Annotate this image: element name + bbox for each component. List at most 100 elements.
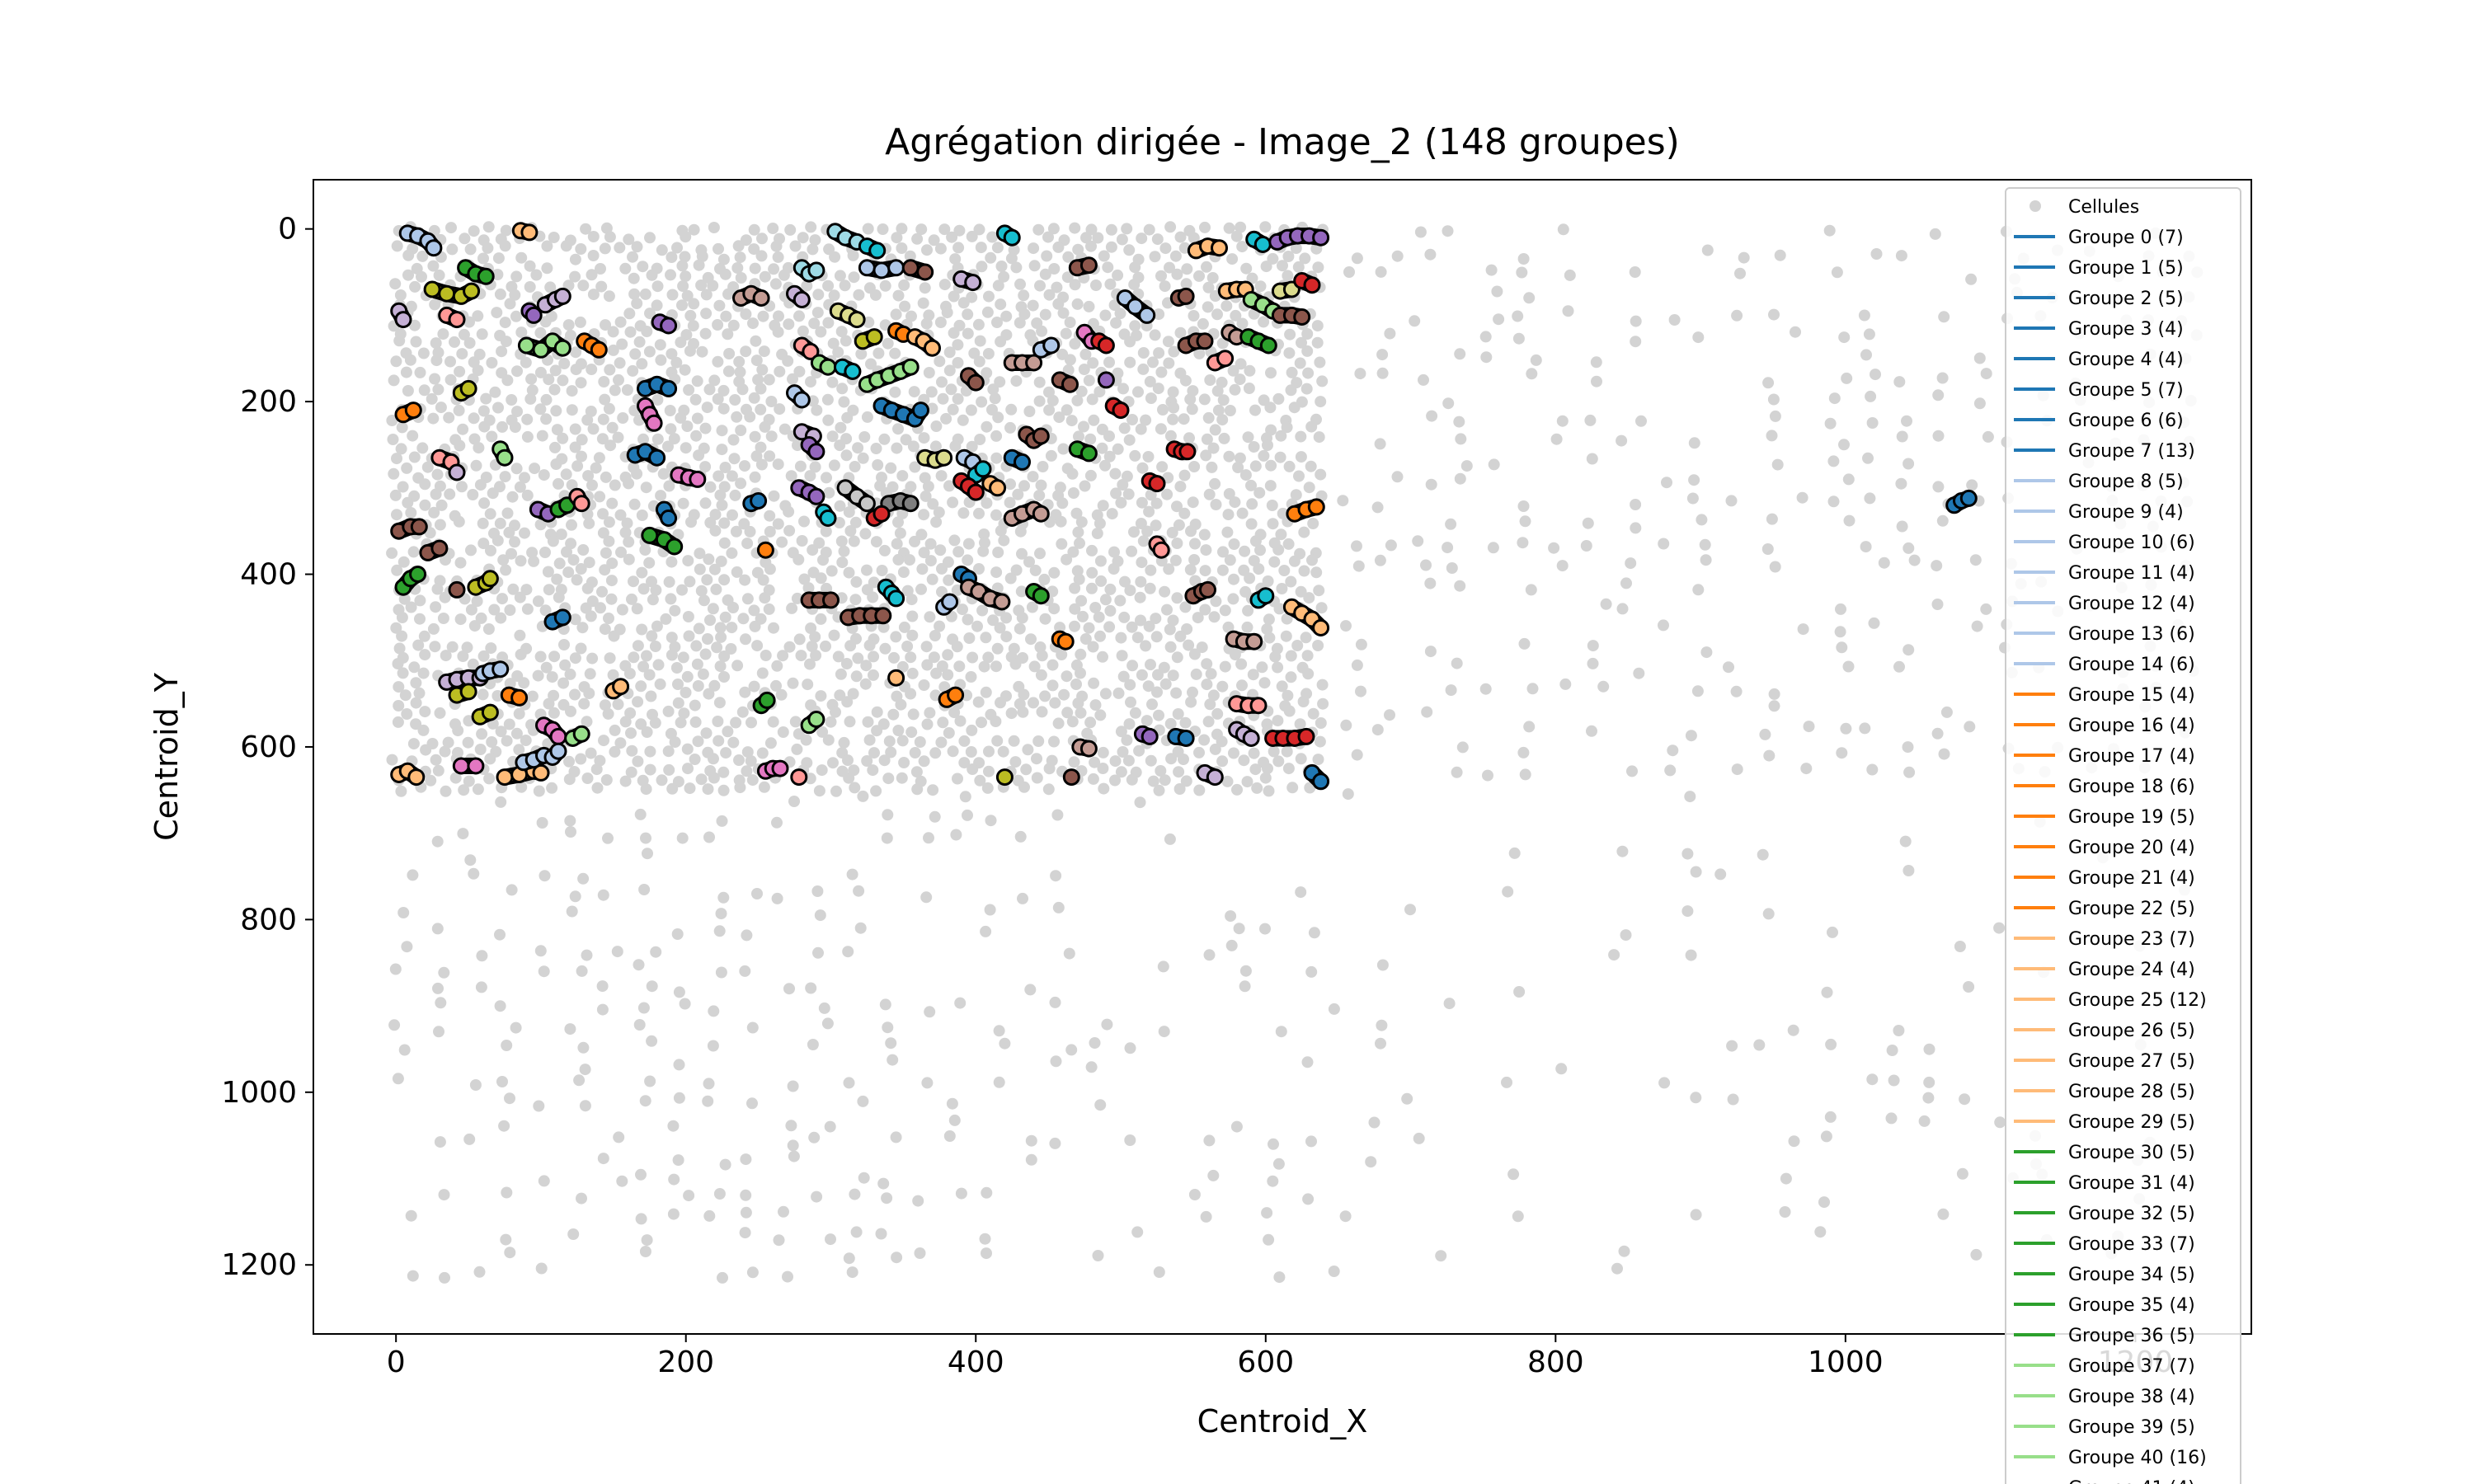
cell-point — [976, 604, 989, 617]
cell-point — [1032, 223, 1045, 236]
cell-point — [501, 735, 513, 747]
cell-point — [1272, 392, 1285, 405]
cell-point — [1050, 870, 1062, 882]
cell-point — [1973, 352, 1986, 364]
cell-point — [793, 310, 805, 322]
cell-point — [417, 347, 430, 359]
cell-point — [763, 603, 775, 615]
cell-point — [689, 754, 701, 765]
cell-point — [815, 572, 827, 585]
cell-point — [1183, 639, 1195, 651]
cell-point — [1620, 929, 1632, 942]
cell-point — [976, 261, 988, 273]
cell-point — [1047, 223, 1060, 235]
cell-point — [483, 773, 496, 785]
cell-point — [599, 393, 611, 406]
cell-point — [1502, 885, 1514, 898]
cell-point — [1233, 923, 1245, 935]
cell-point — [1303, 481, 1315, 494]
cell-point — [540, 413, 553, 425]
cell-point — [1608, 949, 1620, 961]
cell-point — [1133, 744, 1145, 757]
cell-point — [974, 774, 986, 787]
cell-point — [809, 234, 821, 247]
cell-point — [1664, 764, 1677, 777]
cell-point — [684, 782, 696, 795]
cell-point — [1493, 313, 1505, 326]
cell-point — [1903, 458, 1915, 470]
cell-point — [562, 566, 575, 579]
cell-point — [1831, 266, 1843, 279]
cell-point — [746, 1021, 759, 1034]
cell-point — [464, 854, 477, 866]
cell-point — [1128, 526, 1140, 538]
cell-point — [701, 402, 713, 414]
cell-point — [947, 496, 959, 509]
cell-point — [1865, 390, 1877, 402]
cell-point — [524, 281, 536, 293]
cell-point — [821, 1017, 834, 1030]
cell-point — [736, 706, 749, 718]
cell-point — [1280, 630, 1292, 642]
cell-point — [1351, 540, 1362, 552]
cell-point — [1278, 565, 1291, 576]
cell-point — [957, 603, 968, 616]
cell-point — [1211, 308, 1223, 321]
cell-point — [525, 373, 538, 385]
cell-point — [682, 763, 694, 775]
cell-point — [396, 421, 408, 434]
cell-point — [704, 614, 716, 627]
cell-point — [1273, 1271, 1286, 1284]
cell-point — [878, 544, 891, 556]
cell-point — [891, 538, 903, 550]
cell-point — [957, 297, 970, 309]
cell-point — [1229, 383, 1241, 396]
cell-point — [1034, 547, 1046, 560]
cell-point — [859, 678, 872, 690]
cell-point — [891, 232, 903, 244]
cell-point — [909, 535, 920, 547]
cell-point — [943, 727, 955, 739]
cell-point — [1225, 910, 1237, 923]
cell-point — [1283, 347, 1296, 359]
cell-point — [822, 414, 835, 426]
cell-point — [468, 867, 480, 880]
cell-point — [782, 355, 794, 367]
cell-point — [428, 506, 440, 519]
cell-point — [1241, 621, 1253, 633]
group-point — [1148, 475, 1166, 493]
cell-point — [957, 414, 969, 426]
cell-point — [596, 585, 608, 598]
cell-point — [840, 335, 852, 347]
cell-point — [1307, 707, 1319, 720]
group-point — [496, 448, 514, 467]
cell-point — [1249, 763, 1262, 776]
cell-point — [768, 622, 779, 634]
cell-point — [1767, 393, 1780, 406]
cell-point — [472, 364, 484, 377]
cell-point — [526, 547, 539, 559]
cell-point — [1256, 661, 1268, 674]
cell-point — [1661, 477, 1672, 489]
cell-point — [638, 884, 651, 895]
cell-point — [715, 908, 727, 920]
cell-point — [644, 1075, 656, 1087]
legend-label: Groupe 14 (6) — [2068, 655, 2195, 675]
cell-point — [444, 355, 456, 368]
cell-point — [424, 527, 436, 539]
cell-point — [515, 251, 528, 264]
cell-point — [796, 535, 808, 547]
cell-point — [692, 735, 704, 748]
cell-point — [981, 1247, 992, 1260]
cell-point — [1184, 393, 1197, 406]
cell-point — [1226, 253, 1239, 265]
cell-point — [958, 735, 971, 747]
cell-point — [651, 280, 664, 293]
cell-point — [941, 307, 953, 319]
cell-point — [633, 959, 645, 971]
cell-point — [839, 279, 851, 292]
cell-point — [560, 240, 572, 252]
cell-point — [1285, 671, 1297, 683]
cell-point — [1766, 430, 1778, 442]
cell-point — [1303, 592, 1315, 604]
